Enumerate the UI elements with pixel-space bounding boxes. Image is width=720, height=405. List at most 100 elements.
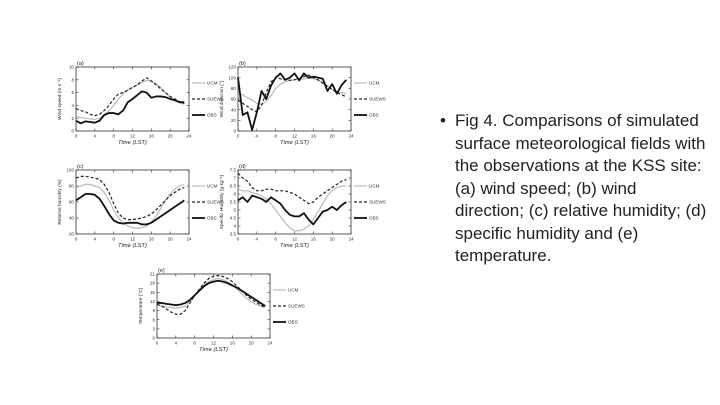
panel-label: (e) [158, 268, 165, 274]
x-tick-label: 0 [156, 341, 159, 346]
series-line-suews [75, 175, 185, 221]
x-tick-label: 8 [274, 134, 277, 139]
x-tick-label: 20 [330, 134, 336, 139]
x-tick-label: 24 [348, 134, 354, 139]
x-tick-label: 4 [94, 237, 97, 242]
y-tick-label: 40 [231, 107, 237, 112]
series-line-suews [156, 274, 266, 315]
x-tick-label: 0 [75, 237, 78, 242]
chart-panel-4: 0 4 8 12 16 20 24 3.5 4 4.5 5 5.5 6 6.5 7 7.5(d) Time (L… [219, 164, 386, 249]
series-line-ucm [237, 77, 347, 105]
series-line-ucm [237, 185, 347, 232]
x-tick-label: 16 [311, 134, 317, 139]
y-tick-label: 40 [69, 216, 75, 221]
x-axis-label: Time (LST) [280, 243, 309, 249]
legend-label-obs: OBS [369, 113, 379, 118]
panel-label: (d) [239, 164, 246, 170]
legend-label-obs: OBS [207, 216, 217, 221]
y-tick-label: 4 [71, 103, 74, 108]
y-axis-label: Wind direction (°) [219, 80, 225, 117]
y-tick-label: 20 [69, 232, 75, 237]
y-tick-label: 6 [152, 317, 155, 322]
x-tick-label: 4 [256, 134, 259, 139]
series-line-ucm [75, 183, 185, 229]
x-tick-label: 0 [75, 134, 78, 139]
series-line-suews [237, 172, 347, 205]
y-tick-label: 12 [150, 299, 156, 304]
y-tick-label: 100 [228, 75, 236, 80]
y-tick-label: 60 [231, 97, 237, 102]
x-tick-label: 4 [256, 237, 259, 242]
legend-label-ucm: UCM [207, 184, 218, 189]
legend-label-obs: OBS [207, 113, 217, 118]
legend-label-obs: OBS [369, 216, 379, 221]
caption-bullet: • [440, 111, 446, 130]
legend-label-ucm: UCM [369, 81, 380, 86]
y-tick-label: 4 [233, 224, 236, 229]
legend-label-suews: SUEWS [369, 97, 386, 102]
legend-label-obs: OBS [288, 320, 298, 325]
x-tick-label: 20 [168, 237, 174, 242]
x-tick-label: 16 [149, 134, 155, 139]
x-axis-label: Time (LST) [199, 347, 228, 353]
x-tick-label: 0 [237, 237, 240, 242]
y-tick-label: 5 [233, 208, 236, 213]
x-tick-label: 20 [330, 237, 336, 242]
y-tick-label: 15 [150, 290, 156, 295]
x-tick-label: 8 [274, 237, 277, 242]
x-axis-label: Time (LST) [118, 243, 147, 249]
chart-panel-2: 0 4 8 12 16 20 24 0 20 40 60 80 100 120(b) Time (LST) W… [219, 61, 386, 146]
y-axis-label: Relative humidity (%) [57, 179, 63, 225]
panel-label: (c) [77, 164, 84, 170]
chart-panel-5: 0 4 8 12 16 20 24 0 3 6 9 12 15 18 21(e) Time (LST) Temp… [138, 268, 305, 353]
legend-label-ucm: UCM [207, 81, 218, 86]
x-tick-label: 12 [211, 341, 217, 346]
plot-frame [237, 169, 352, 235]
x-tick-label: 16 [149, 237, 155, 242]
y-tick-label: 20 [231, 118, 237, 123]
y-tick-label: 3.5 [230, 232, 237, 237]
figure-caption: • Fig 4. Comparisons of simulated surfac… [440, 110, 710, 268]
y-tick-label: 0 [233, 129, 236, 134]
y-tick-label: 0 [152, 336, 155, 341]
series-line-suews [237, 74, 347, 113]
plot-frame [75, 169, 190, 235]
y-tick-label: 9 [152, 308, 155, 313]
x-tick-label: 24 [186, 134, 192, 139]
y-tick-label: 8 [71, 77, 74, 82]
panel-label: (a) [77, 61, 84, 67]
x-tick-label: 12 [130, 237, 136, 242]
y-axis-label: Wind speed (m s⁻¹) [57, 78, 63, 120]
x-tick-label: 20 [249, 341, 255, 346]
x-tick-label: 12 [292, 134, 298, 139]
y-tick-label: 80 [231, 86, 237, 91]
legend-label-suews: SUEWS [369, 200, 386, 205]
y-tick-label: 2 [71, 116, 74, 121]
y-tick-label: 6 [71, 90, 74, 95]
series-line-obs [237, 194, 347, 226]
x-tick-label: 16 [230, 341, 236, 346]
y-tick-label: 80 [69, 184, 75, 189]
x-tick-label: 24 [348, 237, 354, 242]
x-tick-label: 16 [311, 237, 317, 242]
legend-label-ucm: UCM [369, 184, 380, 189]
y-tick-label: 18 [150, 281, 156, 286]
y-tick-label: 3 [152, 326, 155, 331]
series-line-obs [237, 72, 347, 131]
y-axis-label: Temperature (°C) [138, 287, 144, 324]
y-tick-label: 21 [150, 272, 156, 277]
series-line-obs [157, 279, 266, 307]
x-tick-label: 12 [292, 237, 298, 242]
legend-label-suews: SUEWS [288, 304, 305, 309]
x-axis-label: Time (LST) [118, 140, 147, 146]
x-tick-label: 4 [94, 134, 97, 139]
legend-label-ucm: UCM [288, 288, 299, 293]
y-tick-label: 7.5 [230, 168, 237, 173]
x-tick-label: 24 [267, 341, 273, 346]
plot-frame [156, 273, 271, 339]
x-tick-label: 8 [112, 134, 115, 139]
x-tick-label: 0 [237, 134, 240, 139]
x-tick-label: 24 [186, 237, 192, 242]
